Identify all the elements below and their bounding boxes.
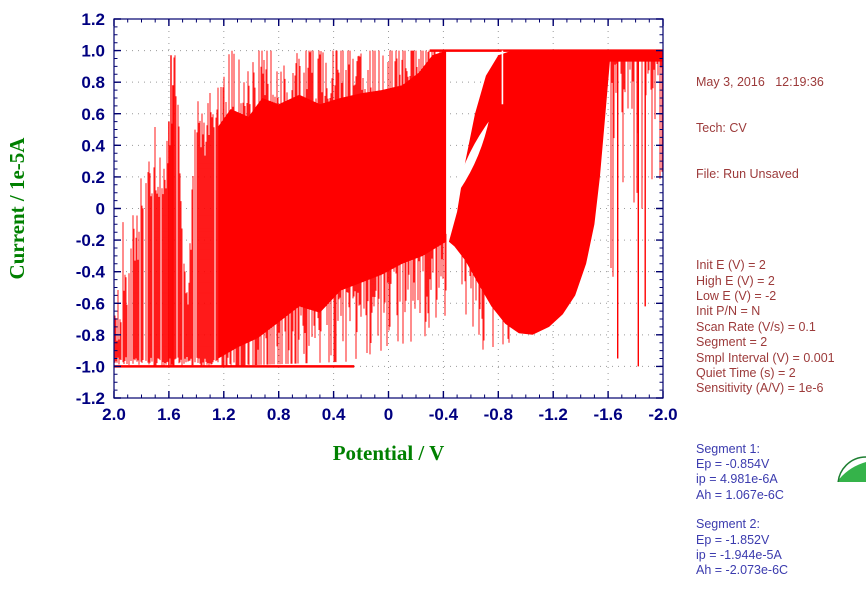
result-line: Ep = -0.854V (696, 456, 770, 471)
plot-frame (113, 18, 664, 399)
y-tick-label: 0.2 (81, 168, 105, 187)
cv-plot: 1.2 1.0 0.8 0.6 0.4 0.2 0 -0.2 -0.4 -0.6 -0.8 -1.0 -… (5, 10, 678, 465)
y-tick-label: 0.8 (81, 73, 105, 92)
cv-trace (114, 49, 663, 368)
x-tick-label: 0.8 (267, 405, 291, 424)
cv-instrument-screen: { "info_panel": { "header_color": "#9c3a… (5, 10, 866, 578)
x-tick-label: -1.6 (593, 405, 622, 424)
segment-result: Segment 2: Ep = -1.852V ip = -1.944e-5A Ah … (696, 517, 864, 579)
x-tick-label: 1.6 (157, 405, 181, 424)
y-tick-label: -1.2 (76, 389, 105, 408)
info-panel: May 3, 2016 12:19:36 Tech: CV File: Run … (696, 13, 864, 608)
x-axis-title: Potential / V (333, 441, 445, 465)
parameter-line: Segment = 2 (696, 335, 768, 350)
parameter-line: High E (V) = 2 (696, 273, 775, 288)
y-tick-label: 1.2 (81, 10, 105, 29)
y-axis-title: Current / 1e-5A (5, 137, 29, 280)
x-tick-label: 0.4 (322, 405, 346, 424)
x-tick-label: -1.2 (539, 405, 568, 424)
x-tick-label: -2.0 (648, 405, 677, 424)
parameter-line: Sensitivity (A/V) = 1e-6 (696, 381, 824, 396)
y-tick-label: -0.2 (76, 231, 105, 250)
parameter-line: Scan Rate (V/s) = 0.1 (696, 319, 816, 334)
parameter-line: Init E (V) = 2 (696, 258, 766, 273)
run-datetime: May 3, 2016 12:19:36 (696, 74, 824, 89)
y-tick-label: 0.6 (81, 105, 105, 124)
x-tick-label: -0.4 (429, 405, 459, 424)
parameter-line: Quiet Time (s) = 2 (696, 365, 796, 380)
result-line: Ah = -2.073e-6C (696, 563, 789, 578)
tick-labels: 1.2 1.0 0.8 0.6 0.4 0.2 0 -0.2 -0.4 -0.6 -0.8 -1.0 -… (76, 10, 678, 424)
x-tick-label: 0 (384, 405, 393, 424)
run-file: File: Run Unsaved (696, 167, 799, 182)
x-tick-label: 2.0 (102, 405, 126, 424)
y-tick-label: 0 (96, 200, 105, 219)
y-tick-label: -1.0 (76, 357, 105, 376)
y-tick-label: -0.8 (76, 326, 105, 345)
x-tick-label: 1.2 (212, 405, 236, 424)
y-tick-label: -0.4 (76, 263, 106, 282)
run-header: May 3, 2016 12:19:36 Tech: CV File: Run … (696, 44, 864, 213)
y-tick-label: 0.4 (81, 136, 105, 155)
parameters: Init E (V) = 2 High E (V) = 2 Low E (V) = … (696, 258, 864, 397)
result-line: Ep = -1.852V (696, 532, 770, 547)
parameter-line: Init P/N = N (696, 304, 761, 319)
parameter-line: Smpl Interval (V) = 0.001 (696, 350, 835, 365)
result-line: Segment 2: (696, 517, 760, 532)
y-tick-label: 1.0 (81, 42, 105, 61)
run-technique: Tech: CV (696, 120, 747, 135)
result-line: ip = -1.944e-5A (696, 548, 782, 562)
parameter-line: Low E (V) = -2 (696, 288, 777, 303)
y-tick-label: -0.6 (76, 294, 105, 313)
x-tick-label: -0.8 (484, 405, 513, 424)
result-line: Segment 1: (696, 441, 760, 456)
result-line: Ah = 1.067e-6C (696, 487, 784, 502)
brand-logo-icon (836, 453, 866, 482)
